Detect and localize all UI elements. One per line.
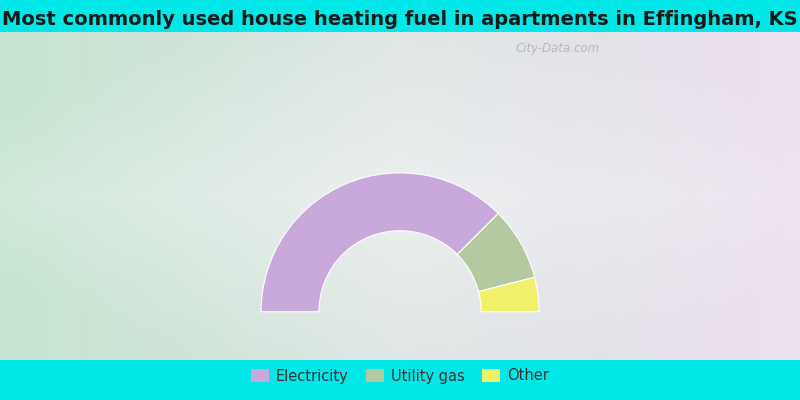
Wedge shape (261, 173, 498, 312)
Text: Most commonly used house heating fuel in apartments in Effingham, KS: Most commonly used house heating fuel in… (2, 10, 798, 29)
Legend: Electricity, Utility gas, Other: Electricity, Utility gas, Other (246, 363, 554, 389)
Wedge shape (458, 214, 534, 292)
Wedge shape (478, 277, 539, 312)
Text: City-Data.com: City-Data.com (515, 42, 599, 55)
